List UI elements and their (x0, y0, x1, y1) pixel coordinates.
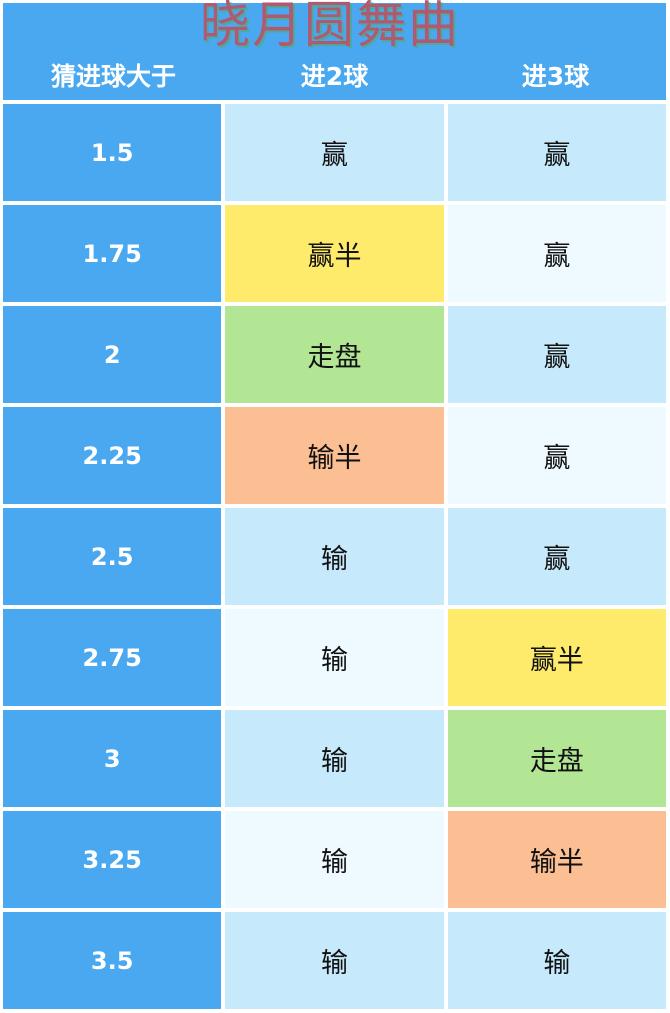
line-cell: 3 (3, 710, 222, 807)
goals-3-cell: 赢 (447, 205, 666, 302)
goals-3-cell: 输半 (447, 811, 666, 908)
goals-2-cell: 输半 (225, 407, 444, 504)
goals-2-cell: 输 (225, 609, 444, 706)
table-row: 2.25 输半赢 (3, 407, 666, 504)
table-body: 1.5 赢赢 1.75 赢半赢 2 走盘赢 2.25 输半赢 2.5 输赢 2.75 输赢半 3 输走盘 3… (3, 104, 666, 1009)
table-row: 3.25 输输半 (3, 811, 666, 908)
goals-2-cell: 输 (225, 912, 444, 1009)
goals-2-cell: 输 (225, 508, 444, 605)
goals-3-cell: 赢 (447, 508, 666, 605)
line-cell: 1.5 (3, 104, 222, 201)
goals-3-cell: 赢 (447, 104, 666, 201)
header-line: 猜进球大于 (50, 62, 176, 91)
table-row: 1.5 赢赢 (3, 104, 666, 201)
table-row: 2.5 输赢 (3, 508, 666, 605)
line-cell: 3.5 (3, 912, 222, 1009)
table-row: 2 走盘赢 (3, 306, 666, 403)
header-3-goals: 进3球 (521, 62, 590, 91)
line-cell: 2 (3, 306, 222, 403)
goals-2-cell: 赢半 (225, 205, 444, 302)
line-cell: 2.75 (3, 609, 222, 706)
table-row: 1.75 赢半赢 (3, 205, 666, 302)
over-under-table: 猜进球大于 进2球 进3球 1.5 赢赢 1.75 赢半赢 2 走盘赢 2.25 输半赢 2.5… (3, 3, 666, 1013)
table-header: 猜进球大于 进2球 进3球 (3, 3, 666, 100)
line-cell: 1.75 (3, 205, 222, 302)
line-cell: 2.5 (3, 508, 222, 605)
line-cell: 2.25 (3, 407, 222, 504)
goals-3-cell: 走盘 (447, 710, 666, 807)
goals-3-cell: 赢半 (447, 609, 666, 706)
goals-2-cell: 赢 (225, 104, 444, 201)
goals-2-cell: 输 (225, 811, 444, 908)
header-2-goals: 进2球 (300, 62, 369, 91)
table-row: 3.5 输输 (3, 912, 666, 1009)
line-cell: 3.25 (3, 811, 222, 908)
goals-2-cell: 输 (225, 710, 444, 807)
goals-2-cell: 走盘 (225, 306, 444, 403)
table-row: 2.75 输赢半 (3, 609, 666, 706)
goals-3-cell: 输 (447, 912, 666, 1009)
table-row: 3 输走盘 (3, 710, 666, 807)
goals-3-cell: 赢 (447, 407, 666, 504)
goals-3-cell: 赢 (447, 306, 666, 403)
